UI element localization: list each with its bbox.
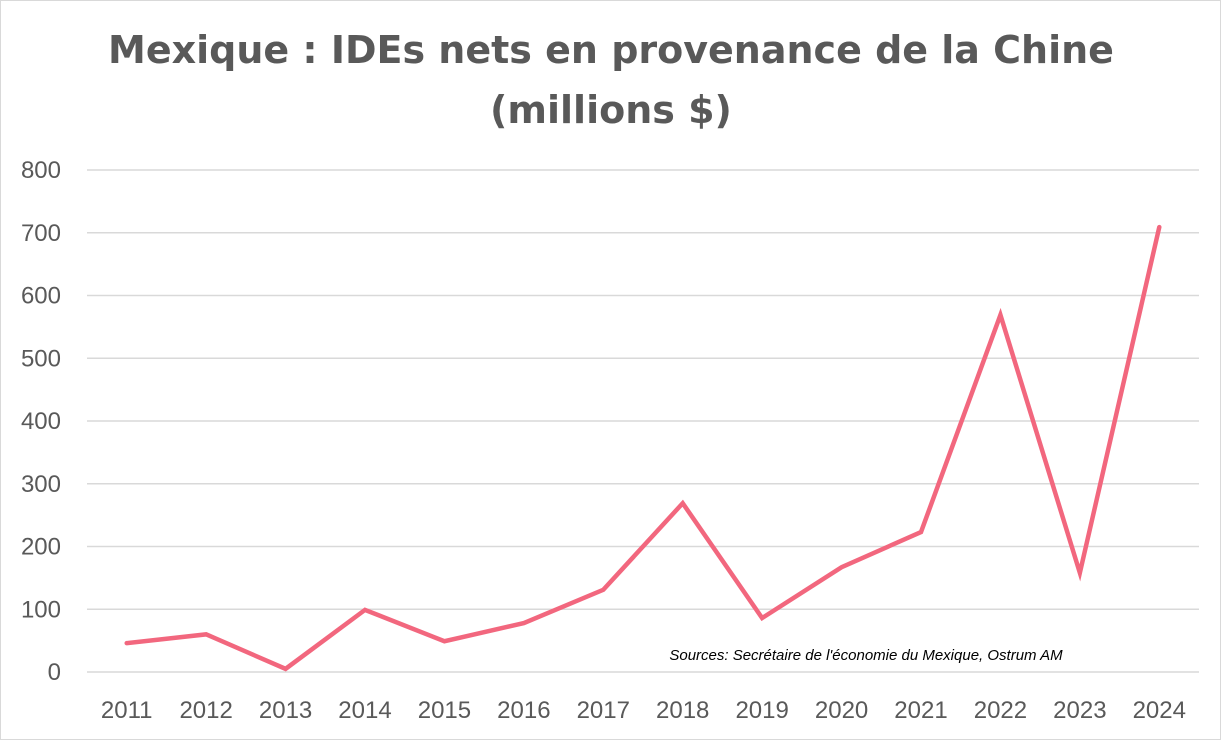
y-tick-label: 400 — [21, 408, 61, 435]
x-tick-label: 2017 — [577, 697, 630, 724]
x-tick-label: 2023 — [1053, 697, 1106, 724]
x-tick-label: 2019 — [735, 697, 788, 724]
x-tick-label: 2021 — [894, 697, 947, 724]
chart-title-line-2: (millions $) — [490, 88, 732, 132]
x-tick-label: 2016 — [497, 697, 550, 724]
source-annotation: Sources: Secrétaire de l'économie du Mex… — [669, 647, 1063, 664]
y-tick-label: 0 — [48, 659, 61, 686]
y-tick-label: 700 — [21, 220, 61, 247]
x-tick-label: 2024 — [1133, 697, 1186, 724]
x-tick-label: 2012 — [179, 697, 232, 724]
y-tick-label: 100 — [21, 596, 61, 623]
y-tick-label: 800 — [21, 157, 61, 184]
x-tick-label: 2020 — [815, 697, 868, 724]
chart-title-line-1: Mexique : IDEs nets en provenance de la … — [108, 28, 1114, 72]
y-tick-label: 600 — [21, 283, 61, 310]
y-tick-label: 300 — [21, 471, 61, 498]
y-tick-label: 500 — [21, 345, 61, 372]
series-line — [127, 227, 1160, 669]
x-tick-label: 2014 — [338, 697, 391, 724]
x-tick-label: 2015 — [418, 697, 471, 724]
y-tick-label: 200 — [21, 534, 61, 561]
x-tick-label: 2013 — [259, 697, 312, 724]
x-tick-label: 2022 — [974, 697, 1027, 724]
x-tick-label: 2011 — [101, 697, 153, 724]
x-tick-label: 2018 — [656, 697, 709, 724]
